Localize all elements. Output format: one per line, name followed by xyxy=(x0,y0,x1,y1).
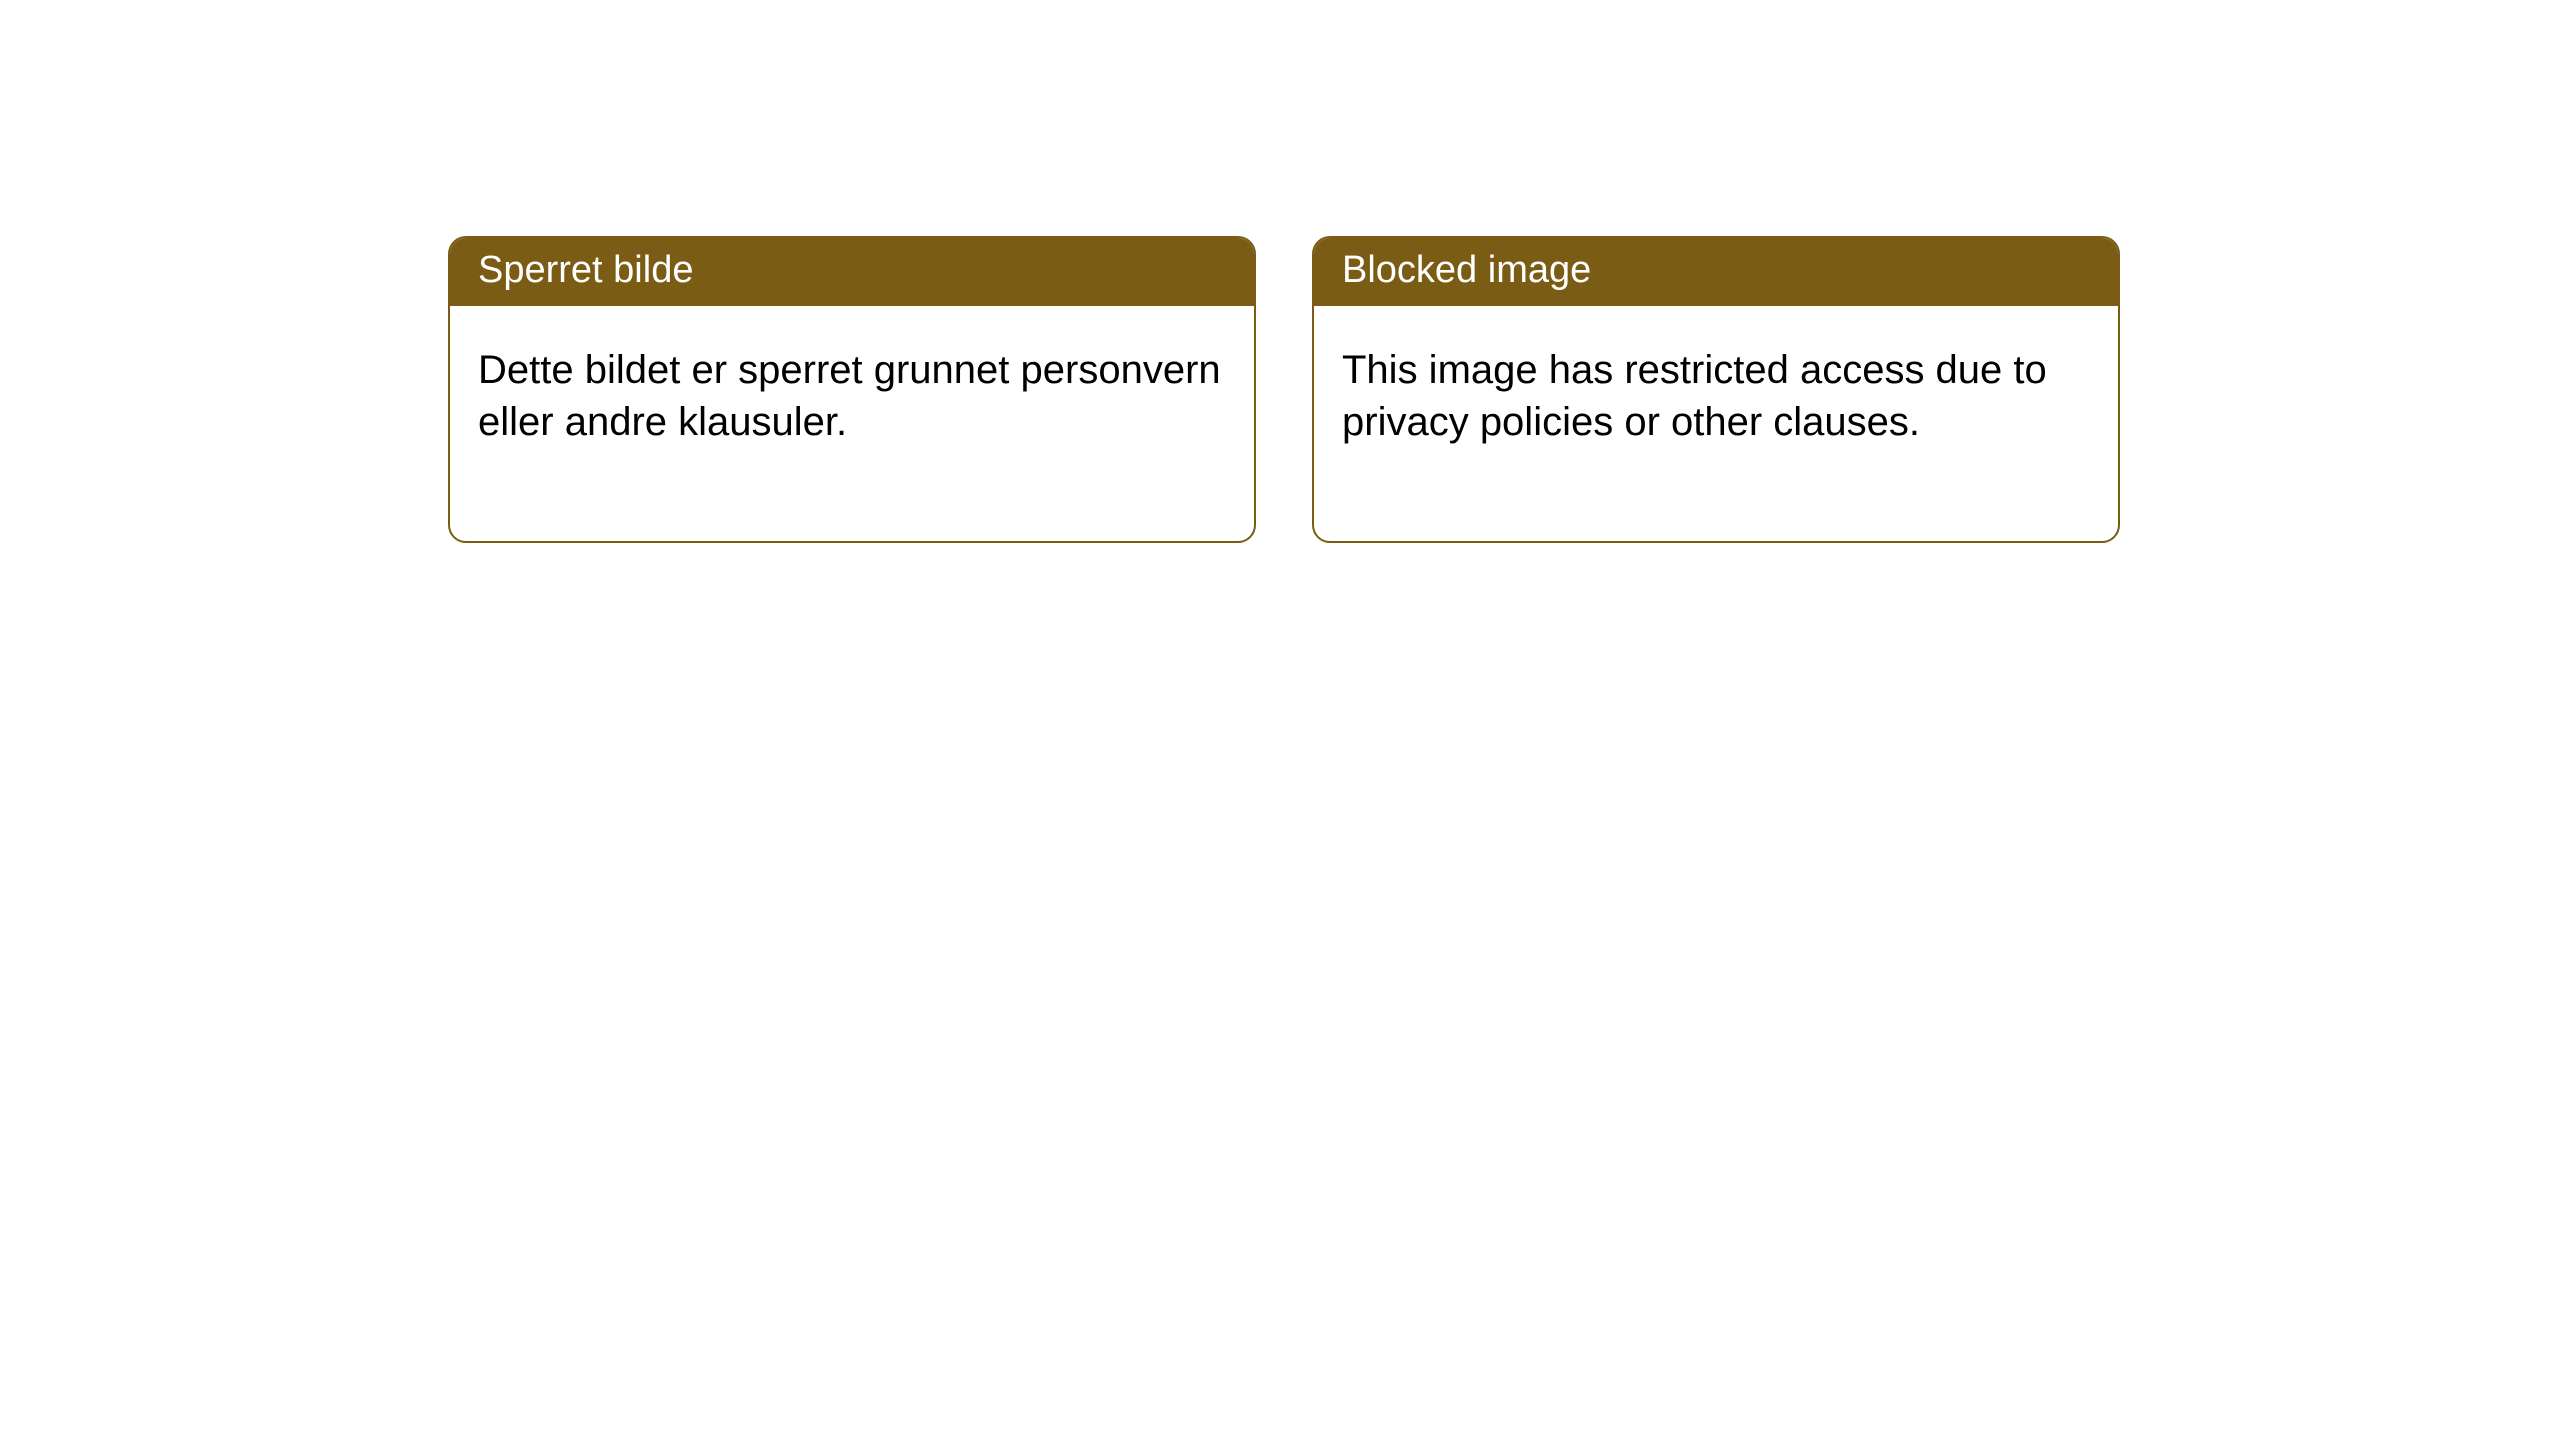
notice-body-no: Dette bildet er sperret grunnet personve… xyxy=(450,306,1254,542)
notice-body-en: This image has restricted access due to … xyxy=(1314,306,2118,542)
notice-title-no: Sperret bilde xyxy=(450,238,1254,306)
notice-title-en: Blocked image xyxy=(1314,238,2118,306)
notice-card-no: Sperret bilde Dette bildet er sperret gr… xyxy=(448,236,1256,543)
notice-card-en: Blocked image This image has restricted … xyxy=(1312,236,2120,543)
notice-container: Sperret bilde Dette bildet er sperret gr… xyxy=(0,0,2560,543)
